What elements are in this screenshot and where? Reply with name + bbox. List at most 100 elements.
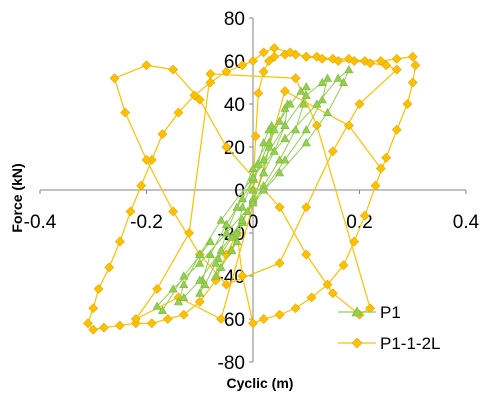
data-point	[146, 318, 157, 329]
data-point	[407, 51, 418, 62]
legend-item: P1-1-2L	[338, 334, 440, 353]
data-point	[130, 314, 141, 324]
data-point	[216, 262, 226, 271]
data-point	[232, 228, 242, 237]
data-point	[237, 271, 248, 281]
data-point	[259, 185, 269, 194]
data-point	[237, 193, 247, 203]
data-point	[333, 73, 343, 82]
legend-marker	[351, 306, 363, 317]
data-point	[216, 314, 226, 324]
data-point	[195, 275, 205, 284]
data-point	[248, 185, 258, 194]
data-point	[269, 125, 279, 134]
data-point	[253, 159, 263, 168]
data-point	[168, 206, 179, 217]
data-point	[301, 249, 312, 260]
data-point	[381, 152, 392, 163]
data-point	[343, 120, 354, 131]
data-point	[83, 318, 93, 329]
data-point	[333, 56, 344, 66]
data-point	[136, 180, 147, 191]
data-point	[253, 88, 264, 99]
series-layer	[83, 43, 421, 335]
data-point	[258, 314, 269, 324]
x-tick-labels: -0.4 -0.2 0 0.2 0.4	[24, 190, 480, 233]
data-point	[296, 86, 306, 95]
data-point	[221, 66, 232, 77]
data-point	[205, 249, 215, 259]
data-point	[391, 64, 402, 75]
data-point	[258, 47, 269, 58]
data-point	[141, 154, 152, 165]
legend-marker	[351, 337, 363, 349]
x-tick-label: 0	[248, 212, 259, 233]
y-tick-label: 40	[224, 95, 245, 116]
data-point	[275, 168, 285, 177]
data-point	[194, 94, 205, 105]
data-point	[290, 303, 301, 314]
data-point	[285, 99, 295, 108]
x-tick-label: -0.2	[130, 212, 163, 233]
data-point	[280, 120, 290, 129]
data-point	[248, 172, 258, 181]
data-point	[301, 82, 311, 91]
data-point	[275, 116, 285, 125]
data-point	[381, 60, 392, 71]
data-point	[211, 258, 221, 267]
data-point	[221, 228, 231, 237]
data-point	[301, 138, 311, 147]
data-point	[301, 202, 312, 213]
data-point	[216, 215, 226, 224]
data-point	[88, 324, 99, 335]
data-point	[232, 236, 242, 246]
data-point	[323, 107, 333, 117]
y-tick-label: 60	[224, 52, 245, 73]
data-point	[189, 90, 200, 101]
data-point	[365, 58, 376, 69]
data-point	[232, 202, 242, 211]
data-point	[264, 138, 274, 147]
data-point	[323, 73, 333, 82]
data-point	[152, 301, 162, 310]
data-point	[339, 77, 349, 86]
data-point	[410, 60, 421, 71]
data-point	[109, 73, 120, 84]
data-point	[205, 68, 216, 79]
data-point	[179, 279, 189, 289]
data-point	[317, 95, 327, 104]
data-point	[168, 284, 178, 293]
data-point	[195, 288, 205, 297]
data-point	[259, 168, 269, 177]
y-tick-label: 20	[224, 138, 245, 159]
data-point	[93, 283, 104, 294]
data-point	[290, 73, 301, 84]
data-point	[280, 86, 290, 97]
data-point	[259, 155, 269, 164]
data-point	[299, 99, 309, 108]
data-point	[327, 146, 338, 157]
data-point	[280, 155, 290, 164]
data-point	[391, 53, 402, 64]
data-point	[375, 56, 386, 66]
data-point	[407, 77, 418, 88]
data-point	[402, 99, 413, 109]
data-point	[264, 142, 274, 151]
data-point	[179, 271, 189, 280]
data-point	[211, 271, 221, 280]
data-point	[269, 146, 279, 155]
data-point	[322, 279, 333, 290]
data-point	[365, 303, 376, 314]
data-point	[344, 64, 354, 74]
data-point	[184, 228, 195, 238]
data-point	[200, 279, 210, 289]
data-point	[258, 66, 269, 77]
data-point	[88, 303, 99, 314]
x-axis-title: Cyclic (m)	[227, 375, 294, 391]
data-point	[221, 142, 232, 152]
data-point	[301, 90, 311, 99]
x-tick-label: -0.4	[24, 212, 57, 233]
data-point	[104, 262, 115, 273]
data-point	[114, 236, 125, 247]
y-tick-label: 80	[224, 9, 245, 30]
